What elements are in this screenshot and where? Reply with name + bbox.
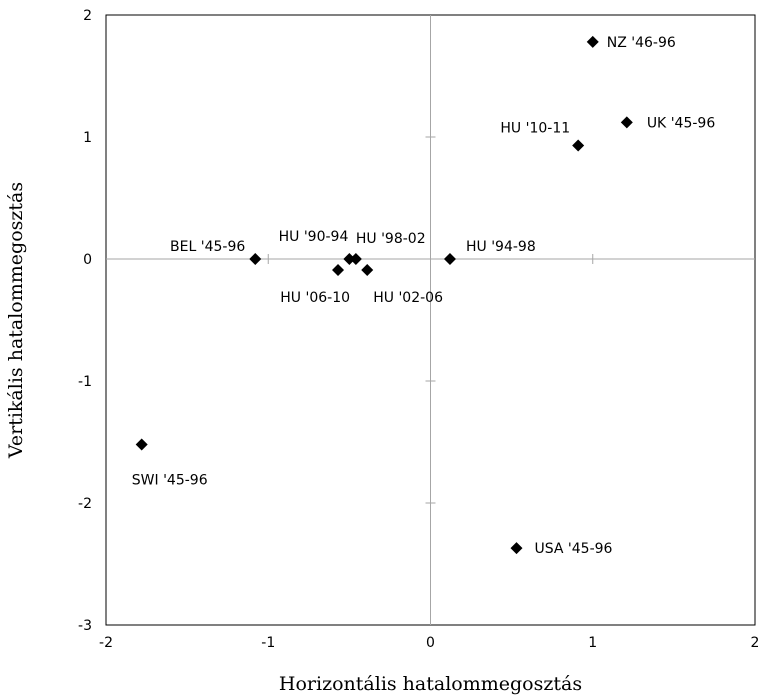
data-points xyxy=(135,35,633,555)
data-point-marker xyxy=(586,35,599,48)
data-point-label: HU '10-11 xyxy=(500,121,570,137)
y-tick-label: -2 xyxy=(78,496,92,512)
x-axis-title: Horizontális hatalommegosztás xyxy=(279,673,582,695)
data-point-label: BEL '45-96 xyxy=(170,239,245,255)
x-tick-label: 0 xyxy=(426,635,435,651)
data-point-label: HU '06-10 xyxy=(280,290,350,306)
x-tick-label: -1 xyxy=(261,635,275,651)
data-point-label: USA '45-96 xyxy=(534,541,612,557)
data-point-label: HU '90-94 xyxy=(279,229,349,245)
x-tick-labels: -2 -1 0 1 2 xyxy=(99,635,759,651)
x-tick-label: 1 xyxy=(588,635,597,651)
data-point-marker xyxy=(361,263,374,276)
data-point-label: SWI '45-96 xyxy=(132,472,208,488)
data-point-label: HU '98-02 xyxy=(356,231,426,247)
data-point-label: HU '02-06 xyxy=(373,290,443,306)
y-tick-label: 0 xyxy=(83,252,92,268)
data-point-marker xyxy=(572,139,585,152)
y-tick-label: -3 xyxy=(78,618,92,634)
data-point-marker xyxy=(249,253,262,265)
data-point-marker xyxy=(620,116,633,129)
data-point-label: HU '94-98 xyxy=(466,239,536,255)
y-tick-label: 1 xyxy=(83,130,92,146)
data-point-marker xyxy=(349,253,362,265)
data-point-marker xyxy=(332,263,345,276)
data-point-marker xyxy=(343,253,356,265)
data-point-marker xyxy=(443,253,456,265)
x-tick-label: -2 xyxy=(99,635,113,651)
data-point-label: UK '45-96 xyxy=(647,115,716,131)
tick-marks xyxy=(267,136,594,504)
x-tick-label: 2 xyxy=(751,635,760,651)
y-axis-title: Vertikális hatalommegosztás xyxy=(5,182,27,459)
data-point-labels: NZ '46-96 UK '45-96 HU '10-11 BEL '45-96 HU … xyxy=(132,35,716,557)
y-tick-label: -1 xyxy=(78,374,92,390)
data-point-marker xyxy=(510,542,523,555)
y-tick-labels: -3 -2 -1 0 1 2 xyxy=(78,8,92,634)
data-point-marker xyxy=(135,438,148,451)
y-tick-label: 2 xyxy=(83,8,92,24)
data-point-label: NZ '46-96 xyxy=(607,35,676,51)
